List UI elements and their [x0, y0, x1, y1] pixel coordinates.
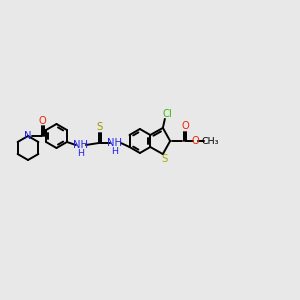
Text: O: O — [181, 121, 189, 131]
Text: O: O — [191, 136, 199, 146]
Text: NH: NH — [74, 140, 88, 150]
Text: Cl: Cl — [163, 109, 173, 119]
Text: H: H — [77, 148, 84, 158]
Text: NH: NH — [107, 138, 122, 148]
Text: S: S — [162, 154, 168, 164]
Text: H: H — [111, 146, 118, 155]
Text: O: O — [39, 116, 46, 126]
Text: CH₃: CH₃ — [201, 136, 219, 146]
Text: S: S — [97, 122, 103, 132]
Text: N: N — [24, 131, 32, 141]
